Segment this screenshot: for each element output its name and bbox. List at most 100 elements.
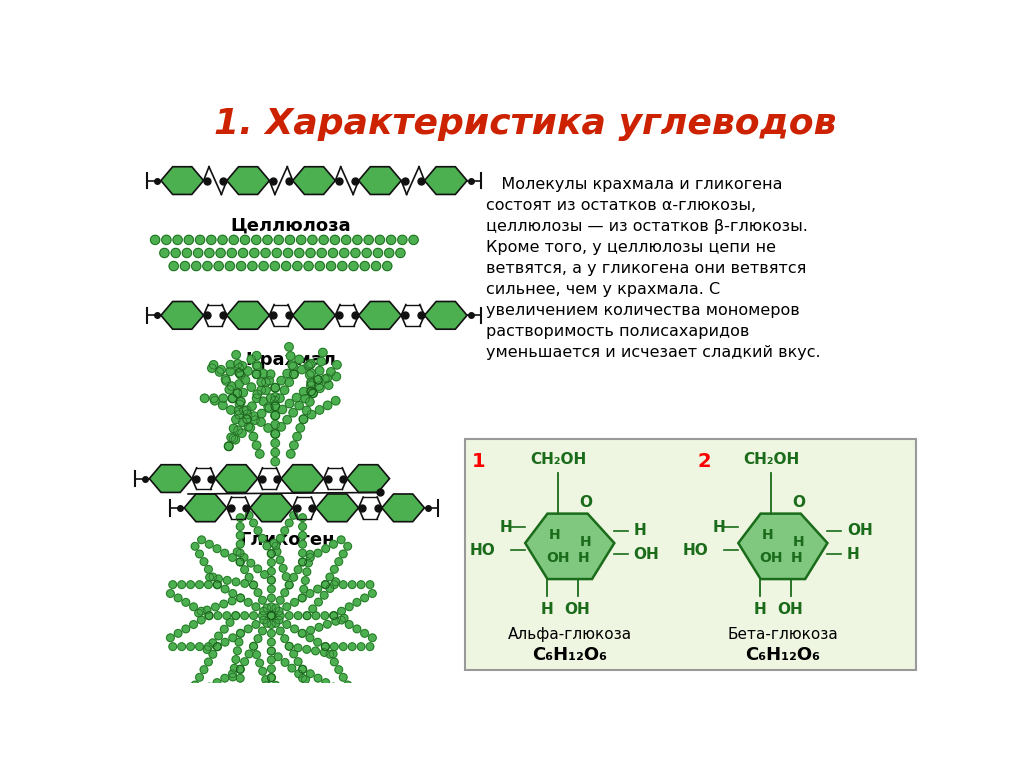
Text: H: H	[500, 519, 512, 535]
Circle shape	[186, 581, 195, 588]
Circle shape	[233, 389, 242, 397]
Circle shape	[302, 407, 311, 415]
Circle shape	[265, 684, 272, 692]
Circle shape	[228, 394, 237, 403]
Circle shape	[237, 558, 244, 566]
Circle shape	[257, 386, 265, 394]
Circle shape	[272, 620, 280, 627]
Circle shape	[254, 527, 262, 535]
Circle shape	[267, 550, 275, 558]
Circle shape	[309, 389, 317, 397]
Circle shape	[237, 683, 244, 691]
Circle shape	[340, 614, 348, 622]
Circle shape	[288, 664, 296, 672]
Circle shape	[306, 670, 314, 677]
Circle shape	[357, 581, 365, 588]
Circle shape	[205, 612, 213, 620]
Text: O: O	[792, 495, 805, 510]
Circle shape	[315, 262, 325, 271]
Circle shape	[219, 394, 227, 403]
Circle shape	[290, 370, 298, 378]
Circle shape	[243, 415, 251, 423]
Circle shape	[259, 689, 266, 696]
Circle shape	[189, 621, 198, 628]
Circle shape	[322, 581, 330, 588]
Circle shape	[314, 382, 324, 390]
Text: H: H	[580, 535, 591, 549]
Circle shape	[307, 410, 315, 419]
Circle shape	[367, 581, 374, 588]
Circle shape	[282, 659, 289, 667]
Polygon shape	[382, 494, 424, 522]
Circle shape	[196, 643, 204, 650]
Circle shape	[314, 674, 322, 682]
Circle shape	[254, 589, 262, 597]
Circle shape	[214, 262, 223, 271]
Circle shape	[241, 566, 249, 574]
Circle shape	[304, 559, 312, 567]
Circle shape	[252, 360, 261, 369]
Circle shape	[286, 704, 293, 712]
Circle shape	[229, 673, 237, 681]
Polygon shape	[738, 514, 827, 579]
Circle shape	[226, 360, 234, 369]
Circle shape	[267, 673, 275, 681]
Circle shape	[259, 597, 266, 604]
Circle shape	[259, 370, 267, 378]
Circle shape	[234, 407, 243, 415]
Circle shape	[221, 585, 229, 593]
Circle shape	[305, 370, 314, 379]
Polygon shape	[358, 166, 401, 195]
Circle shape	[299, 558, 306, 566]
Circle shape	[271, 439, 280, 447]
Circle shape	[267, 594, 275, 602]
Circle shape	[353, 598, 360, 606]
Circle shape	[307, 627, 314, 634]
Circle shape	[345, 621, 353, 628]
Circle shape	[331, 658, 338, 666]
Circle shape	[321, 649, 328, 657]
Polygon shape	[525, 514, 614, 579]
Circle shape	[306, 554, 314, 561]
Circle shape	[342, 235, 351, 245]
Circle shape	[318, 348, 327, 357]
Circle shape	[217, 366, 225, 374]
Circle shape	[335, 666, 343, 673]
Circle shape	[257, 418, 265, 426]
Circle shape	[237, 709, 244, 717]
Circle shape	[265, 377, 273, 385]
Circle shape	[213, 581, 221, 588]
Circle shape	[228, 554, 237, 561]
Circle shape	[339, 581, 347, 588]
Circle shape	[329, 650, 337, 658]
Circle shape	[239, 418, 247, 426]
Circle shape	[306, 590, 313, 597]
Circle shape	[259, 262, 268, 271]
Text: OH: OH	[634, 547, 659, 561]
Circle shape	[259, 535, 266, 542]
Circle shape	[313, 376, 323, 384]
Circle shape	[271, 384, 280, 392]
Circle shape	[360, 630, 369, 637]
Circle shape	[285, 343, 293, 351]
Text: H: H	[847, 547, 859, 561]
Circle shape	[252, 370, 261, 378]
Text: OH: OH	[847, 523, 872, 538]
Circle shape	[205, 565, 212, 573]
Text: O: O	[579, 495, 592, 510]
Circle shape	[274, 235, 284, 245]
Circle shape	[286, 581, 293, 589]
Circle shape	[283, 370, 292, 378]
Circle shape	[306, 381, 315, 390]
Circle shape	[267, 612, 275, 620]
Circle shape	[299, 549, 306, 557]
Circle shape	[267, 647, 275, 655]
Circle shape	[322, 679, 330, 686]
Circle shape	[227, 249, 237, 258]
Circle shape	[260, 616, 267, 624]
Circle shape	[262, 378, 270, 387]
Circle shape	[216, 249, 225, 258]
Circle shape	[295, 355, 303, 364]
Circle shape	[299, 415, 308, 423]
Circle shape	[281, 635, 289, 643]
